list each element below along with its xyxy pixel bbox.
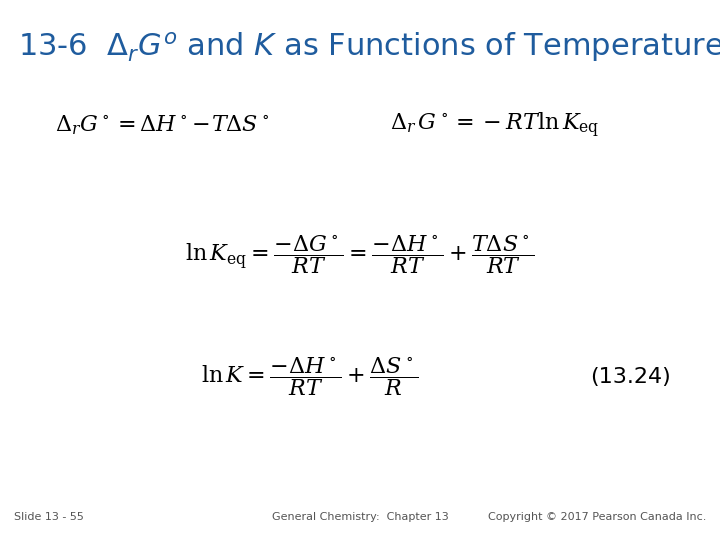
Text: (13.24): (13.24) — [590, 367, 671, 387]
Text: $\ln K = \dfrac{-\Delta H^\circ}{RT} + \dfrac{\Delta S^\circ}{R}$: $\ln K = \dfrac{-\Delta H^\circ}{RT} + \… — [202, 355, 418, 399]
Text: $\Delta_r G^\circ = \Delta H^\circ\!-\!T\Delta S^\circ$: $\Delta_r G^\circ = \Delta H^\circ\!-\!T… — [55, 113, 269, 137]
Text: $\ln K_{\mathrm{eq}} = \dfrac{-\Delta G^\circ}{RT} = \dfrac{-\Delta H^\circ}{RT}: $\ln K_{\mathrm{eq}} = \dfrac{-\Delta G^… — [185, 233, 535, 276]
Text: 13-6  $\Delta_r G^o$ and $K$ as Functions of Temperature: 13-6 $\Delta_r G^o$ and $K$ as Functions… — [18, 30, 720, 64]
Text: Slide 13 - 55: Slide 13 - 55 — [14, 512, 84, 522]
Text: Copyright © 2017 Pearson Canada Inc.: Copyright © 2017 Pearson Canada Inc. — [487, 512, 706, 522]
Text: $\Delta_r\, G^\circ = -RT \ln K_{\mathrm{eq}}$: $\Delta_r\, G^\circ = -RT \ln K_{\mathrm… — [390, 111, 599, 139]
Text: General Chemistry:  Chapter 13: General Chemistry: Chapter 13 — [271, 512, 449, 522]
